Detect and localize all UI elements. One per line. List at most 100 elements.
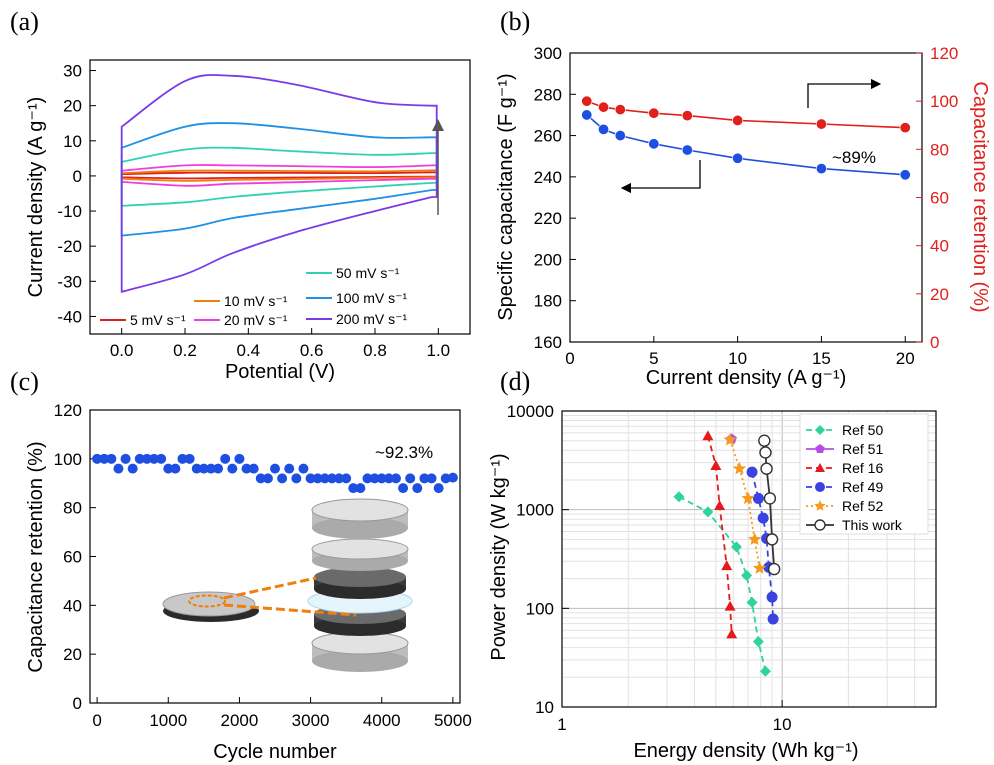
- y-tick-label: 220: [534, 209, 562, 228]
- y-tick-label: 40: [63, 596, 82, 615]
- data-point: [581, 109, 593, 121]
- data-point: [748, 532, 762, 545]
- y-tick-label: 60: [63, 548, 82, 567]
- legend-marker: [814, 519, 826, 531]
- data-point: [326, 473, 337, 484]
- x-tick-label: 2000: [221, 711, 259, 730]
- data-point: [815, 118, 827, 130]
- data-point: [106, 453, 117, 464]
- axis-ticks-c: 0 1000 2000 3000 4000 5000 0 20 40 60 80 100 120: [54, 401, 472, 730]
- ylabel-b-right: Capacitance retention (%): [969, 81, 991, 312]
- data-point: [213, 463, 224, 474]
- data-point: [433, 483, 444, 494]
- ylabel-b-left: Specific capacitance (F g⁻¹): [495, 73, 517, 320]
- data-point: [758, 434, 771, 447]
- data-point: [673, 491, 685, 503]
- data-point: [205, 463, 216, 474]
- data-point: [721, 560, 733, 571]
- x-tick-label: 0.2: [173, 341, 197, 360]
- data-point: [447, 472, 458, 483]
- y-right-tick-label: 60: [930, 189, 949, 208]
- plot-frame-a: [89, 59, 471, 335]
- x-tick-label: 0.6: [300, 341, 324, 360]
- y-tick-label: 100: [54, 450, 82, 469]
- data-point: [614, 130, 626, 142]
- x-tick-label: 1000: [149, 711, 187, 730]
- y-right-tick-label: 0: [930, 333, 939, 352]
- y-tick-label: 260: [534, 127, 562, 146]
- data-point: [191, 463, 202, 474]
- y-tick-label: -20: [57, 237, 82, 256]
- ylabel-d: Power density (W kg⁻¹): [488, 453, 510, 660]
- data-point: [312, 473, 323, 484]
- x-tick-label: 5: [649, 349, 658, 368]
- data-point: [732, 152, 744, 164]
- data-point: [702, 430, 714, 441]
- data-point: [262, 473, 273, 484]
- legend-label: 50 mV s⁻¹: [336, 265, 400, 281]
- panel-a: (a) 0.0 0.2 0.4 0.6 0.8 1.0 -40 -30 -20 -10 0 10 20 3…: [10, 7, 471, 383]
- legend-label: Ref 49: [842, 479, 883, 495]
- data-point: [255, 473, 266, 484]
- ragone-series: [673, 430, 781, 677]
- data-point: [598, 101, 610, 113]
- y-tick-label: -40: [57, 307, 82, 326]
- y-right-tick-label: 120: [930, 44, 958, 63]
- y-tick-label: -30: [57, 272, 82, 291]
- y-tick-label: 80: [63, 499, 82, 518]
- data-point: [723, 432, 737, 446]
- data-point: [227, 463, 238, 474]
- x-tick-label: 1.0: [427, 341, 451, 360]
- legend-marker: [815, 444, 825, 453]
- data-point: [355, 483, 366, 494]
- retention-annotation-c: ~92.3%: [375, 443, 433, 462]
- legend-label: Ref 52: [842, 498, 883, 514]
- cv-curve: [120, 164, 438, 187]
- x-tick-label: 0.4: [237, 341, 261, 360]
- data-point: [398, 483, 409, 494]
- panel-c: (c) 0 1000 2000 3000 4000 5000 0 20 40 60 80 100 120…: [10, 367, 472, 763]
- data-point: [163, 463, 174, 474]
- data-point: [581, 95, 593, 107]
- data-point: [726, 628, 738, 639]
- y-tick-label: 20: [63, 645, 82, 664]
- y-tick-label: 10: [535, 698, 554, 717]
- ylabel-a: Current density (A g⁻¹): [25, 97, 47, 298]
- panel-label-c: (c): [10, 367, 39, 396]
- x-tick-label: 15: [812, 349, 831, 368]
- y-tick-label: 10: [63, 132, 82, 151]
- data-point: [284, 463, 295, 474]
- legend-label: This work: [842, 517, 903, 533]
- data-point: [765, 533, 779, 546]
- data-point: [298, 463, 309, 474]
- legend-label: Ref 51: [842, 441, 883, 457]
- data-point: [724, 600, 736, 611]
- data-point: [710, 460, 722, 470]
- x-tick-label: 10: [728, 349, 747, 368]
- data-point: [141, 453, 152, 464]
- data-point: [746, 466, 758, 478]
- data-point: [412, 483, 423, 494]
- y-tick-label: 240: [534, 168, 562, 187]
- data-point: [681, 110, 693, 122]
- data-point: [598, 123, 610, 135]
- data-point: [270, 463, 280, 474]
- legend-label: 5 mV s⁻¹: [130, 312, 186, 328]
- data-point: [305, 473, 316, 484]
- ylabel-c: Capacitance retention (%): [25, 441, 47, 672]
- data-point: [760, 462, 773, 475]
- x-tick-label: 3000: [292, 711, 330, 730]
- x-tick-label: 0: [92, 711, 101, 730]
- data-point: [341, 473, 352, 484]
- y-tick-label: 0: [73, 694, 82, 713]
- legend-label: Ref 50: [842, 422, 883, 438]
- data-point: [334, 473, 345, 484]
- x-tick-label: 5000: [434, 711, 472, 730]
- data-point: [319, 473, 330, 484]
- cycling-points: [92, 453, 458, 494]
- x-tick-label: 20: [896, 349, 915, 368]
- series-line: [707, 435, 733, 635]
- y-tick-label: 180: [534, 292, 562, 311]
- axis-ticks-a: 0.0 0.2 0.4 0.6 0.8 1.0 -40 -30 -20 -10 0 10 20 30: [57, 62, 450, 360]
